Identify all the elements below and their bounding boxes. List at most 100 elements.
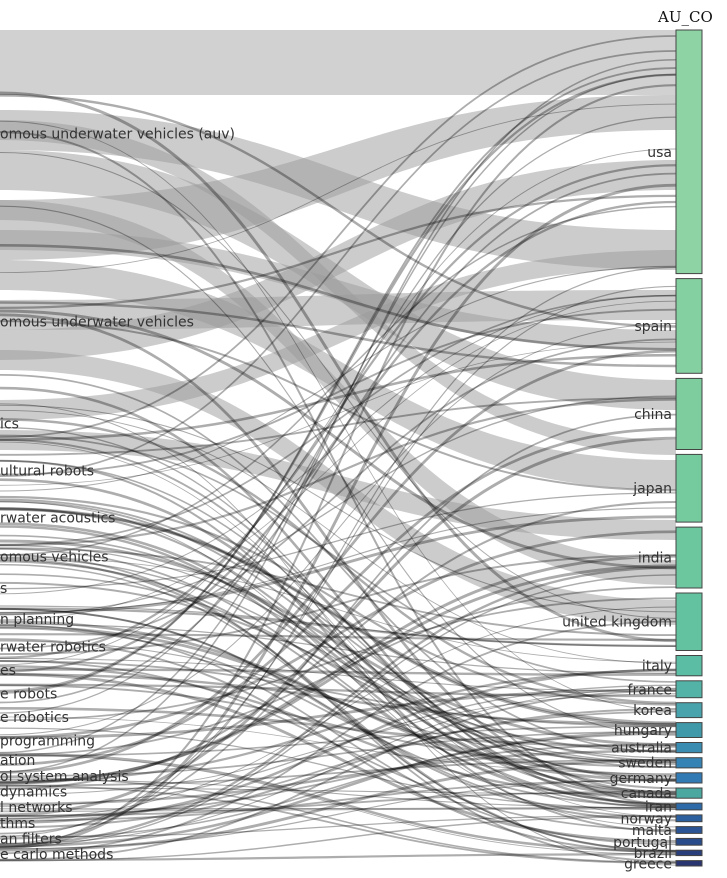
flow-link — [0, 426, 677, 799]
flow-link — [0, 657, 677, 692]
flow-link — [0, 752, 677, 853]
ribbon-11 — [0, 430, 676, 540]
node-australia[interactable] — [675, 742, 703, 754]
flow-link — [0, 441, 677, 818]
flow-link — [0, 294, 677, 546]
ribbon-1 — [0, 110, 676, 270]
node-iran[interactable] — [675, 802, 703, 811]
flow-link — [0, 673, 677, 726]
node-spain[interactable] — [675, 278, 703, 374]
ribbon-5 — [0, 260, 676, 490]
flow-link — [0, 84, 677, 848]
flow-link — [0, 120, 677, 712]
node-hungary[interactable] — [675, 722, 703, 738]
left-label-e-robots: e robots — [0, 687, 57, 703]
left-label-ultural-robots: ultural robots — [0, 463, 94, 479]
node-brazil[interactable] — [675, 849, 703, 857]
node-china[interactable] — [675, 377, 703, 450]
flow-link — [0, 557, 677, 764]
flow-link — [0, 459, 677, 833]
label-norway: norway — [620, 811, 672, 827]
ribbons-layer — [0, 30, 676, 625]
flow-link — [0, 418, 677, 705]
flow-link — [0, 730, 677, 848]
flow-link — [0, 730, 677, 778]
flow-link — [0, 668, 677, 676]
flow-link — [0, 148, 677, 666]
flow-link — [0, 548, 677, 809]
node-korea[interactable] — [675, 702, 703, 719]
flow-link — [0, 507, 677, 799]
node-norway[interactable] — [675, 814, 703, 823]
flow-link — [0, 733, 677, 840]
flow-link — [0, 266, 677, 845]
flow-link — [0, 554, 677, 785]
flow-link — [0, 749, 677, 806]
flow-link — [0, 573, 677, 765]
flow-link — [0, 776, 677, 864]
left-label-dynamics: dynamics — [0, 785, 67, 801]
label-germany: germany — [610, 771, 672, 787]
flow-link — [0, 853, 677, 861]
flow-link — [0, 683, 677, 698]
flow-link — [0, 640, 677, 763]
flow-link — [0, 684, 677, 807]
flow-link — [0, 743, 677, 818]
flow-link — [0, 309, 677, 570]
flow-link — [0, 672, 677, 843]
flow-link — [0, 50, 677, 478]
flow-link — [0, 574, 677, 848]
node-usa[interactable] — [675, 29, 703, 275]
flow-link — [0, 806, 677, 811]
flow-link — [0, 607, 677, 647]
ribbon-top — [0, 30, 676, 95]
left-label-thms: thms — [0, 816, 35, 832]
left-label-omous-vehicles: omous vehicles — [0, 550, 109, 566]
flow-link — [0, 103, 677, 273]
node-france[interactable] — [675, 680, 703, 699]
node-united-kingdom[interactable] — [675, 592, 703, 651]
flow-link — [0, 205, 677, 556]
flow-link — [0, 556, 677, 663]
flow-link — [0, 436, 677, 817]
label-united-kingdom: united kingdom — [562, 615, 672, 631]
node-germany[interactable] — [675, 772, 703, 784]
ribbon-4 — [0, 160, 676, 360]
node-portugal[interactable] — [675, 837, 703, 846]
flow-link — [0, 58, 677, 773]
node-greece[interactable] — [675, 860, 703, 867]
label-iran: iran — [645, 800, 672, 816]
left-label-rwater-robotics: rwater robotics — [0, 640, 106, 656]
left-label-n-planning: n planning — [0, 612, 74, 628]
node-sweden[interactable] — [675, 757, 703, 769]
flow-link — [0, 409, 677, 664]
flow-link — [0, 265, 677, 492]
label-malta: malta — [632, 823, 672, 839]
flow-link — [0, 620, 677, 782]
flow-link — [0, 374, 677, 754]
label-greece: greece — [624, 856, 672, 872]
node-japan[interactable] — [675, 453, 703, 523]
flow-link — [0, 625, 677, 777]
flow-link — [0, 627, 677, 808]
flow-link — [0, 758, 677, 852]
flow-link — [0, 285, 677, 837]
label-usa: usa — [647, 145, 672, 161]
flow-link — [0, 716, 677, 775]
label-portugal: portugal — [613, 835, 672, 851]
flow-link — [0, 624, 677, 846]
node-malta[interactable] — [675, 826, 703, 834]
flow-link — [0, 784, 677, 864]
label-japan: japan — [632, 481, 672, 497]
node-italy[interactable] — [675, 655, 703, 677]
flow-link — [0, 313, 677, 795]
label-china: china — [634, 407, 672, 423]
label-india: india — [638, 551, 672, 567]
flow-link — [0, 668, 677, 825]
flow-link — [0, 539, 677, 747]
flow-link — [0, 172, 677, 704]
ribbon-6 — [0, 250, 676, 420]
node-india[interactable] — [675, 526, 703, 589]
node-canada[interactable] — [675, 787, 703, 799]
